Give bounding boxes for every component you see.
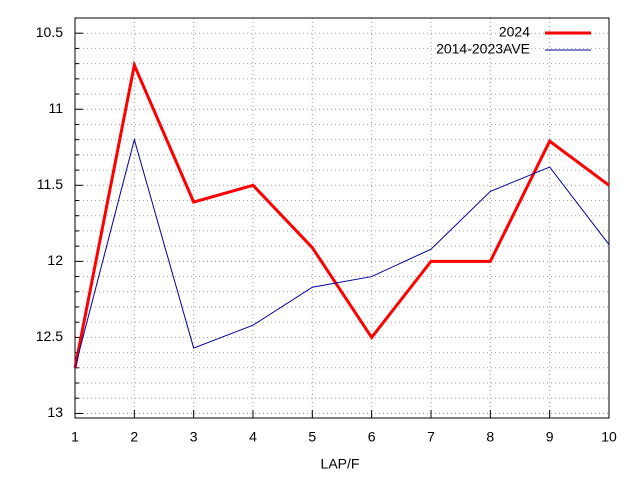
x-tick-label: 10 [601,429,617,445]
y-tick-label: 13 [47,404,63,420]
y-tick-label: 10.5 [36,24,63,40]
x-tick-label: 4 [249,429,257,445]
line [73,60,610,369]
x-tick-label: 6 [368,429,376,445]
x-tick-label: 8 [486,429,494,445]
x-axis-label: LAP/F [321,456,360,472]
x-tick-label: 2 [130,429,138,445]
y-tick-label: 12 [47,252,63,268]
x-tick-label: 1 [71,429,79,445]
y-tick-label: 12.5 [36,328,63,344]
x-tick-label: 3 [190,429,198,445]
line [74,137,610,368]
y-tick-label: 11 [48,100,63,116]
x-tick-label: 5 [308,429,316,445]
legend-label: 2014-2023AVE [436,41,530,57]
x-tick-label: 7 [427,429,435,445]
legend-label: 2024 [499,24,530,40]
x-tick-label: 9 [546,429,554,445]
plot-border [74,17,610,419]
y-tick-label: 11.5 [37,176,63,192]
